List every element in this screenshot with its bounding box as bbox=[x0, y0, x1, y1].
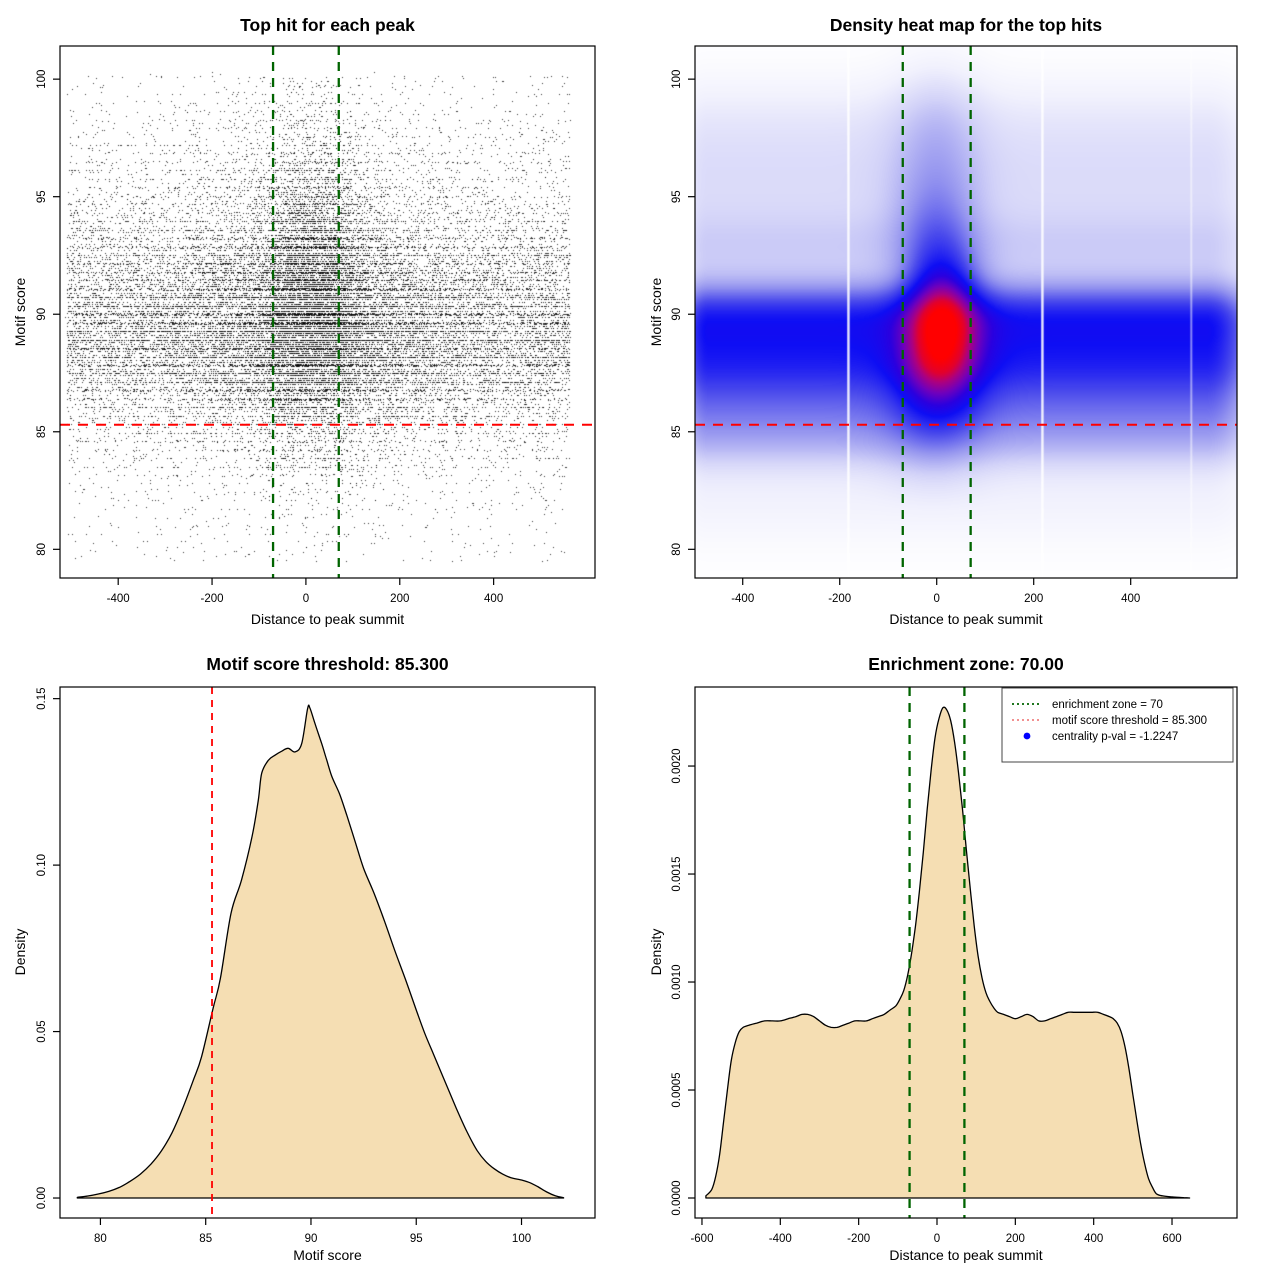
panel2-xaxis-label: Distance to peak summit bbox=[889, 611, 1043, 627]
y-tick-label: 85 bbox=[671, 425, 683, 438]
y-tick-label: 0.10 bbox=[36, 854, 48, 876]
x-tick-label: -400 bbox=[769, 1233, 792, 1245]
x-tick-label: 80 bbox=[94, 1233, 107, 1245]
y-tick-label: 0.15 bbox=[36, 687, 48, 709]
x-tick-label: 85 bbox=[199, 1233, 212, 1245]
panel1-xaxis-label: Distance to peak summit bbox=[250, 611, 405, 627]
plot-box bbox=[694, 45, 1238, 579]
legend-label: centrality p-val = -1.2247 bbox=[1052, 731, 1178, 743]
x-tick-label: 0 bbox=[934, 593, 940, 605]
panel4-title: Enrichment zone: 70.00 bbox=[868, 654, 1064, 674]
x-tick-label: 200 bbox=[1006, 1233, 1025, 1245]
density-curve bbox=[76, 704, 565, 1199]
legend-box bbox=[1001, 687, 1234, 763]
x-tick-label: 400 bbox=[484, 593, 503, 605]
x-tick-label: 90 bbox=[305, 1233, 318, 1245]
y-tick-label: 90 bbox=[671, 308, 683, 321]
y-tick-label: 80 bbox=[36, 543, 48, 556]
y-tick-label: 0.0015 bbox=[671, 856, 683, 891]
plot-box bbox=[694, 686, 1238, 1219]
x-tick-label: -600 bbox=[690, 1233, 713, 1245]
y-tick-label: 0.0020 bbox=[671, 748, 683, 783]
panel3-title: Motif score threshold: 85.300 bbox=[206, 654, 449, 674]
y-tick-label: 0.0005 bbox=[671, 1072, 683, 1107]
y-tick-label: 85 bbox=[36, 425, 48, 438]
density-curve bbox=[705, 706, 1191, 1199]
x-tick-label: -400 bbox=[731, 593, 754, 605]
x-tick-label: 95 bbox=[410, 1233, 423, 1245]
x-tick-label: -400 bbox=[107, 593, 130, 605]
x-tick-label: 0 bbox=[303, 593, 309, 605]
x-tick-label: 200 bbox=[390, 593, 409, 605]
scatter-points-canvas bbox=[60, 46, 595, 578]
plot-box bbox=[59, 45, 596, 579]
legend-label: enrichment zone = 70 bbox=[1052, 699, 1163, 711]
x-tick-label: -200 bbox=[847, 1233, 870, 1245]
x-tick-label: 400 bbox=[1121, 593, 1140, 605]
panel1-title: Top hit for each peak bbox=[240, 15, 415, 35]
x-tick-label: 0 bbox=[934, 1233, 940, 1245]
x-tick-label: 100 bbox=[512, 1233, 531, 1245]
panel4-yaxis-label: Density bbox=[648, 928, 664, 976]
density-heatmap-canvas bbox=[695, 46, 1237, 578]
x-tick-label: 600 bbox=[1162, 1233, 1181, 1245]
y-tick-label: 0.0010 bbox=[671, 964, 683, 999]
y-tick-label: 95 bbox=[36, 190, 48, 203]
y-tick-label: 0.0000 bbox=[671, 1180, 683, 1215]
panel3-xaxis-label: Motif score bbox=[293, 1247, 362, 1263]
y-tick-label: 95 bbox=[671, 190, 683, 203]
x-tick-label: 400 bbox=[1084, 1233, 1103, 1245]
y-tick-label: 0.00 bbox=[36, 1187, 48, 1209]
y-tick-label: 100 bbox=[671, 70, 683, 89]
x-tick-label: 200 bbox=[1024, 593, 1043, 605]
y-tick-label: 90 bbox=[36, 308, 48, 321]
plot-box bbox=[59, 686, 596, 1219]
panel1-yaxis-label: Motif score bbox=[12, 277, 28, 347]
panel3-yaxis-label: Density bbox=[12, 928, 28, 976]
x-tick-label: -200 bbox=[201, 593, 224, 605]
legend-point-sample bbox=[1023, 732, 1031, 740]
panel2-title: Density heat map for the top hits bbox=[829, 15, 1103, 35]
x-tick-label: -200 bbox=[828, 593, 851, 605]
y-tick-label: 80 bbox=[671, 543, 683, 556]
panel2-yaxis-label: Motif score bbox=[648, 277, 664, 347]
panel4-xaxis-label: Distance to peak summit bbox=[889, 1247, 1043, 1263]
legend-label: motif score threshold = 85.300 bbox=[1052, 715, 1207, 727]
y-tick-label: 0.05 bbox=[36, 1020, 48, 1042]
y-tick-label: 100 bbox=[36, 70, 48, 89]
